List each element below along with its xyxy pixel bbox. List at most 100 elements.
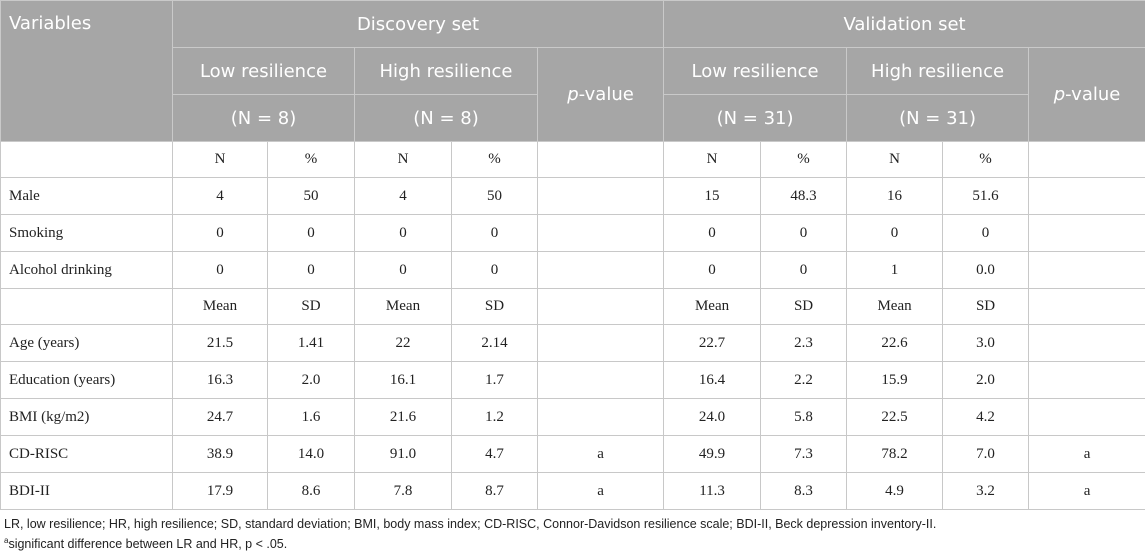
table-cell: 4.2 xyxy=(942,398,1030,436)
row-label: Smoking xyxy=(0,214,173,252)
table-cell: 4 xyxy=(172,177,268,215)
table-cell: 2.0 xyxy=(267,361,355,399)
validation-set-header: Validation set xyxy=(663,0,1145,48)
table-cell: 2.0 xyxy=(942,361,1030,399)
significance-footnote: asignificant difference between LR and H… xyxy=(4,536,287,551)
table-cell: 91.0 xyxy=(354,435,452,473)
p-italic: p xyxy=(1053,84,1066,105)
row-label xyxy=(0,141,173,178)
table-row: N% N% N% N% xyxy=(0,141,1145,178)
table-row: Smoking 0 0 0 0 0 0 0 0 xyxy=(0,214,1145,252)
table-cell xyxy=(536,177,665,215)
table-cell: 0 xyxy=(663,251,762,289)
table-cell: 0 xyxy=(760,214,848,252)
footnote-superscript: a xyxy=(4,536,9,545)
row-label: Age (years) xyxy=(0,324,173,362)
table-cell: N xyxy=(354,141,452,178)
table-cell: 38.9 xyxy=(172,435,268,473)
validation-low-resilience-header: Low resilience xyxy=(663,47,848,95)
table-cell xyxy=(1028,214,1145,252)
table-cell: 51.6 xyxy=(942,177,1030,215)
table-cell: 21.5 xyxy=(172,324,268,362)
table-cell: 7.8 xyxy=(354,472,452,510)
table-cell xyxy=(1028,251,1145,289)
row-label: BDI-II xyxy=(0,472,173,510)
table-cell: 8.6 xyxy=(267,472,355,510)
table-cell xyxy=(1028,398,1145,436)
table-cell: 5.8 xyxy=(760,398,848,436)
table-row: CD-RISC 38.9 14.0 91.0 4.7 a 49.9 7.3 78.2 7.0 a xyxy=(0,435,1145,473)
table-cell: N xyxy=(172,141,268,178)
validation-high-n-header: (N = 31) xyxy=(846,94,1030,142)
table-body: N% N% N% N% Male 4 50 4 50 15 48.3 16 51.6 Smoking 0 0 0… xyxy=(0,141,1145,510)
table-cell: 16.1 xyxy=(354,361,452,399)
table-cell: 0 xyxy=(172,251,268,289)
table-row: BMI (kg/m2) 24.7 1.6 21.6 1.2 24.0 5.8 22.5 4.2 xyxy=(0,398,1145,436)
table-cell: 0 xyxy=(846,214,944,252)
table-cell xyxy=(1028,177,1145,215)
table-cell xyxy=(536,361,665,399)
table-cell: % xyxy=(760,141,848,178)
table-cell: 0 xyxy=(451,214,538,252)
table-cell: 0 xyxy=(172,214,268,252)
validation-high-resilience-header: High resilience xyxy=(846,47,1030,95)
row-label: CD-RISC xyxy=(0,435,173,473)
table-cell: Mean xyxy=(354,288,452,325)
table-cell: 0 xyxy=(663,214,762,252)
p-italic: p xyxy=(567,84,579,105)
table-cell: N xyxy=(663,141,762,178)
p-value-suffix: -value xyxy=(1065,84,1121,105)
table-cell: 48.3 xyxy=(760,177,848,215)
footnote-text: significant difference between LR and HR… xyxy=(8,537,288,552)
table-cell: 4 xyxy=(354,177,452,215)
table-cell: 8.7 xyxy=(451,472,538,510)
table-cell: SD xyxy=(942,288,1030,325)
table-cell: Mean xyxy=(846,288,944,325)
table-cell: 1.2 xyxy=(451,398,538,436)
table-cell: 49.9 xyxy=(663,435,762,473)
table-cell: 0 xyxy=(354,214,452,252)
table-row: BDI-II 17.9 8.6 7.8 8.7 a 11.3 8.3 4.9 3.2 a xyxy=(0,472,1145,510)
abbreviation-footnote: LR, low resilience; HR, high resilience;… xyxy=(4,517,937,531)
table-cell: 0 xyxy=(942,214,1030,252)
table-cell: % xyxy=(267,141,355,178)
table-cell: 4.9 xyxy=(846,472,944,510)
table-cell xyxy=(1028,288,1145,325)
table-cell: 0 xyxy=(354,251,452,289)
table-cell: 24.7 xyxy=(172,398,268,436)
table-row: Male 4 50 4 50 15 48.3 16 51.6 xyxy=(0,177,1145,215)
table-cell: 16.3 xyxy=(172,361,268,399)
table-cell: % xyxy=(451,141,538,178)
validation-p-value-header: p-value xyxy=(1028,47,1145,142)
table-cell: 2.3 xyxy=(760,324,848,362)
table-cell: a xyxy=(536,472,665,510)
table-row: Alcohol drinking 0 0 0 0 0 0 1 0.0 xyxy=(0,251,1145,289)
table-cell: 21.6 xyxy=(354,398,452,436)
table-cell: 3.2 xyxy=(942,472,1030,510)
table-cell: N xyxy=(846,141,944,178)
table-cell: 22 xyxy=(354,324,452,362)
table-cell xyxy=(536,398,665,436)
table-cell: SD xyxy=(267,288,355,325)
row-label: Male xyxy=(0,177,173,215)
discovery-low-resilience-header: Low resilience xyxy=(172,47,355,95)
table-cell: % xyxy=(942,141,1030,178)
discovery-high-resilience-header: High resilience xyxy=(354,47,538,95)
table-cell: 0 xyxy=(267,214,355,252)
row-label xyxy=(0,288,173,325)
table-cell: 7.3 xyxy=(760,435,848,473)
table-cell xyxy=(1028,141,1145,178)
table-cell: 1.7 xyxy=(451,361,538,399)
table-cell: 14.0 xyxy=(267,435,355,473)
variables-header: Variables xyxy=(0,0,173,142)
p-value-suffix: -value xyxy=(578,84,634,105)
table-cell: 0.0 xyxy=(942,251,1030,289)
table-cell: 24.0 xyxy=(663,398,762,436)
table-row: Mean SD Mean SD Mean SD Mean SD xyxy=(0,288,1145,325)
validation-low-n-header: (N = 31) xyxy=(663,94,848,142)
discovery-high-n-header: (N = 8) xyxy=(354,94,538,142)
table-cell: 1.41 xyxy=(267,324,355,362)
table-cell: Mean xyxy=(172,288,268,325)
table-cell: 0 xyxy=(267,251,355,289)
table-cell: SD xyxy=(760,288,848,325)
